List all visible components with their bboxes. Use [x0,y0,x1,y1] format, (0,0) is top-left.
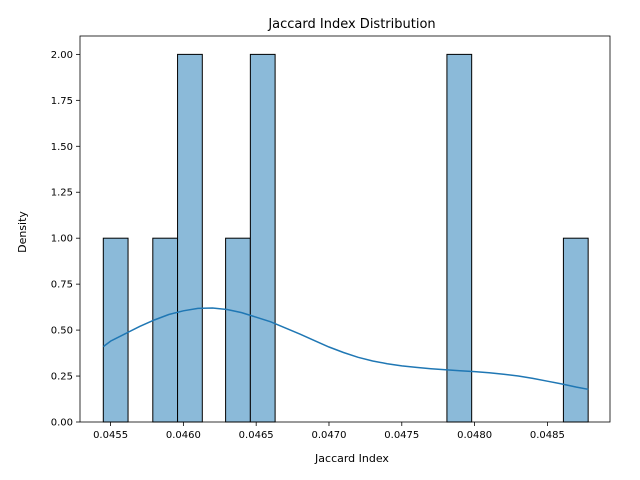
histogram-bar [249,53,276,423]
y-tick-label: 0.00 [51,418,73,429]
y-tick-label: 1.00 [51,234,73,245]
kde-curve [102,307,589,391]
y-tick-label: 1.25 [51,188,73,199]
x-tick-label: 0.0485 [530,430,565,441]
chart-title: Jaccard Index Distribution [267,17,435,32]
x-tick-label: 0.0455 [93,430,128,441]
x-axis-label: Jaccard Index [314,452,389,465]
histogram-bar [152,237,179,423]
y-tick-label: 0.25 [51,372,73,383]
y-tick-label: 1.50 [51,142,73,153]
histogram-bars [102,53,589,423]
x-axis-ticks: 0.0455 0.0460 0.0465 0.0470 0.0475 0.0480 0.04… [93,422,565,441]
histogram-bar [177,53,203,423]
y-tick-label: 2.00 [51,50,73,61]
y-axis-label: Density [16,211,29,253]
x-tick-label: 0.0460 [166,430,201,441]
x-tick-label: 0.0480 [457,430,492,441]
plot-frame [79,35,611,423]
histogram-bar [446,53,473,423]
y-tick-label: 0.50 [51,326,73,337]
y-tick-label: 1.75 [51,96,73,107]
y-tick-label: 0.75 [51,280,73,291]
x-tick-label: 0.0470 [311,430,346,441]
x-tick-label: 0.0465 [239,430,274,441]
histogram-bar [562,237,589,423]
x-tick-label: 0.0475 [384,430,419,441]
y-axis-ticks: 0.00 0.25 0.50 0.75 1.00 1.25 1.50 1.75 2.00 [51,50,80,429]
histogram-bar [225,237,251,423]
histogram-bar [102,237,129,423]
